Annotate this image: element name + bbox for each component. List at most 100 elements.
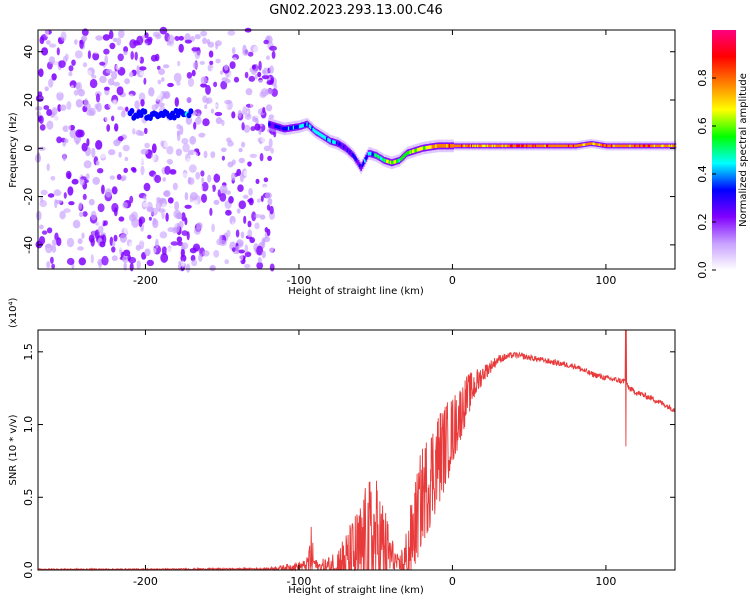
spectrogram-noise-cell [215, 42, 219, 50]
spectrogram-ridge-cell [545, 144, 548, 148]
spectrogram-noise-cell [221, 155, 225, 161]
spectrogram-noise-cell [215, 150, 221, 155]
spectrogram-noise-cell [192, 243, 201, 252]
spectrogram-noise-cell [141, 175, 147, 180]
spectrogram-noise-cell [84, 98, 89, 108]
spectrogram-noise-cell [172, 182, 178, 191]
spectrogram-noise-cell [48, 56, 56, 65]
spectrogram-noise-cell [137, 155, 145, 164]
spectrogram-ridge-cell [393, 160, 396, 164]
spectrogram-noise-cell [60, 244, 68, 251]
spectrogram-ridge-cell [548, 144, 550, 148]
spectrogram-ridge-cell [301, 124, 303, 128]
spectrogram-noise-cell [213, 81, 218, 88]
spectrogram-y-ticks: -40 -20 0 20 40 [22, 45, 675, 254]
spectrogram-noise-cell [247, 161, 252, 167]
spectrogram-noise-cell [46, 163, 50, 171]
spectrogram-ridge-cell [423, 146, 425, 150]
spectrogram-ridge-cell [281, 126, 284, 131]
spectrogram-ridge-cell [570, 144, 572, 148]
spectrogram-noise-cell [220, 147, 227, 153]
spectrogram-noise-cell [117, 106, 124, 111]
spectrogram-noise-cell [269, 65, 274, 74]
spectrogram-noise-cell [89, 78, 98, 89]
spectrogram-noise-cell [179, 125, 184, 135]
spectrogram-ridge-cell [273, 123, 275, 128]
spectrogram-ridge-cell [316, 130, 318, 135]
spectrogram-ridge-cell [426, 145, 429, 150]
spectrogram-noise-cell [265, 132, 271, 138]
snr-x-ticks: -200 -100 0 100 [133, 330, 616, 588]
spectrogram-noise-cell [257, 137, 266, 143]
spectrogram-noise-cell [130, 51, 134, 60]
spectrogram-ridge-cell [276, 125, 279, 129]
spectrogram-noise-cell [113, 139, 121, 147]
spectrogram-noise-cell [161, 246, 167, 256]
spectrogram-noise-cell [248, 188, 253, 196]
spectrogram-noise-cell [68, 65, 74, 72]
spectrogram-noise-cell [251, 211, 257, 222]
spectrogram-ridge-cell [489, 144, 491, 148]
spectrogram-noise-cell [59, 264, 65, 273]
spectrogram-noise-cell [45, 40, 51, 45]
spectrogram-ridge-cell [291, 126, 294, 130]
spectrogram-ridge-cell [605, 144, 608, 148]
spectrogram-noise-cell [49, 43, 57, 48]
spectrogram-ridge-cell [419, 147, 421, 151]
spectrogram-noise-cell [39, 124, 46, 131]
spectrogram-ridge-cell [540, 144, 543, 148]
spectrogram-ridge-cell [513, 144, 516, 148]
y-tick-label: 20 [22, 93, 35, 107]
spectrogram-noise-cell [138, 66, 147, 71]
spectrogram-noise-cell [258, 32, 264, 39]
spectrogram-ridge-cell [413, 149, 415, 153]
spectrogram-ridge-cell [448, 144, 451, 148]
spectrogram-noise-cell [246, 243, 255, 254]
spectrogram-ridge-cell [334, 140, 337, 145]
spectrogram-noise-cell [148, 216, 152, 221]
spectrogram-ridge-cell [271, 123, 274, 128]
spectrogram-noise-cell [118, 216, 125, 222]
spectrogram-noise-cell [189, 135, 197, 145]
spectrogram-noise-cell [121, 175, 127, 181]
spectrogram-noise-cell [157, 79, 162, 85]
spectrogram-ridge-cell [357, 162, 360, 166]
spectrogram-noise-cell [202, 118, 210, 127]
spectrogram-noise-cell [197, 112, 201, 119]
x-tick-label: -100 [286, 575, 311, 588]
spectrogram-noise-cell [56, 47, 60, 56]
spectrogram-ridge-cell [630, 144, 633, 148]
spectrogram-ridge-cell [359, 163, 361, 168]
spectrogram-noise-cell [255, 178, 260, 184]
spectrogram-noise-cell [60, 31, 67, 42]
spectrogram-ridge-cell [365, 156, 367, 161]
spectrogram-noise-cell [235, 229, 240, 238]
spectrogram-noise-cell [136, 260, 141, 270]
spectrogram-noise-cell [128, 256, 137, 264]
colorbar-tick-label: 0.6 [696, 117, 709, 135]
spectrogram-noise-cell [204, 104, 208, 110]
spectrogram-noise-cell [51, 263, 55, 269]
spectrogram-ridge-cell [524, 144, 527, 148]
spectrogram-ridge-cell [311, 126, 313, 131]
spectrogram-noise-cell [50, 256, 54, 264]
spectrogram-ridge-cell [543, 144, 545, 148]
spectrogram-ridge-cell [490, 144, 493, 148]
spectrogram-ridge-cell [441, 144, 443, 148]
spectrogram-noise-cell [90, 210, 97, 221]
spectrogram-ridge-cell [592, 142, 594, 145]
spectrogram-noise-cell [237, 109, 242, 119]
spectrogram-noise-cell [129, 59, 136, 68]
spectrogram-ridge-cell [470, 144, 473, 148]
spectrogram-ridge-cell [560, 144, 563, 148]
spectrogram-noise-cell [82, 211, 88, 217]
spectrogram-noise-cell [128, 93, 135, 103]
spectrogram-noise-cell [140, 99, 145, 107]
spectrogram-noise-cell [78, 257, 87, 266]
spectrogram-noise-cell [242, 49, 249, 56]
spectrogram-noise-cell [215, 117, 223, 125]
spectrogram-noise-cell [219, 184, 228, 194]
spectrogram-ridge-cell [510, 144, 512, 148]
spectrogram-ridge-cell [333, 140, 335, 144]
spectrogram-ridge-cell [529, 144, 532, 148]
